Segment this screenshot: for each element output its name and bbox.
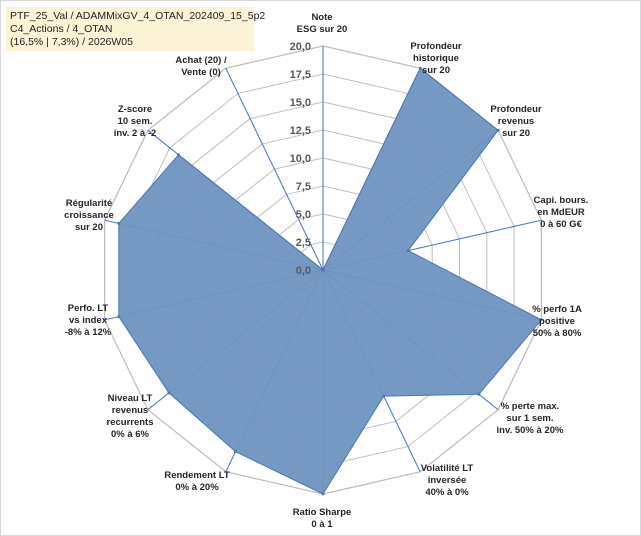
axis-label-line: 50% à 80% [533,328,582,339]
axis-label-line: Rendement LT [164,470,229,481]
axis-label-line: Niveau LT [108,393,153,404]
axis-label-line: inv. 2 à -2 [114,128,157,139]
axis-label: Perfo. LT vs index -8% à 12% [65,303,112,338]
axis-label-line: sur 1 sem. [507,413,554,424]
tick-label: 15,0 [290,97,311,109]
axis-label: Z-score 10 sem. inv. 2 à -2 [114,104,157,139]
data-point [418,66,422,70]
axis-label-line: Z-score [118,104,152,115]
tick-label: 7,5 [296,181,311,193]
axis-label-line: 0 à 60 G€ [540,219,582,230]
axis-label-line: inversée [428,475,467,486]
axis-label-line: sur 20 [502,128,530,139]
portfolio-info-box: PTF_25_Val / ADAMMixGV_4_OTAN_202409_15_… [6,7,266,51]
axis-label-line: en MdEUR [537,207,585,218]
axis-label: % perfo 1A positive 50% à 80% [532,304,582,339]
axis-label-line: ESG sur 20 [297,24,348,35]
portfolio-stats: (16,5% | 7,3%) / 2026W05 [10,36,133,48]
data-point [496,128,500,132]
portfolio-name: PTF_25_Val / ADAMMixGV_4_OTAN_202409_15_… [10,10,266,22]
axis-label: Volatilité LT inversée 40% à 0% [421,463,474,498]
axis-label-line: 0% à 6% [111,429,150,440]
axis-label-line: Régularité [66,198,112,209]
radar-tick-labels: 0,0 2,5 5,0 7,5 10,0 12,5 15,0 17,5 20,0 [290,41,311,277]
axis-label-line: sur 20 [422,65,450,76]
axis-label-line: 10 sem. [118,116,153,127]
series-area [118,67,543,495]
axis-label: Rendement LT 0% à 20% [164,470,229,493]
axis-label-line: croissance [64,210,114,221]
axis-label-line: Ratio Sharpe [293,507,352,518]
data-point [117,315,121,319]
axis-label-line: -8% à 12% [65,327,112,338]
portfolio-category: C4_Actions / 4_OTAN [10,23,113,35]
axis-label-line: Profondeur [490,104,541,115]
data-point [234,450,237,454]
tick-label: 12,5 [290,125,311,137]
data-point [406,249,410,253]
data-point [477,392,481,396]
axis-label-line: revenus [498,116,534,127]
axis-label-line: Capi. bours. [534,195,589,206]
axis-label: Régularité croissance sur 20 [64,198,114,233]
axis-label-line: vs index [69,315,108,326]
axis-label-line: revenus [112,405,148,416]
tick-label: 10,0 [290,153,311,165]
axis-label-line: Profondeur [410,41,461,52]
data-point [382,394,386,398]
data-point [167,391,171,395]
axis-label: Ratio Sharpe 0 à 1 [293,507,352,530]
axis-label: Profondeur historique sur 20 [410,41,461,76]
axis-label: Note ESG sur 20 [297,12,348,35]
data-point [117,221,121,225]
data-point [321,492,325,496]
axis-label: Profondeur revenus sur 20 [490,104,541,139]
axis-label-line: % perfo 1A [532,304,582,315]
axis-label-line: inv. 50% à 20% [497,425,564,436]
axis-label-line: recurrents [107,417,154,428]
axis-label-line: historique [413,53,459,64]
axis-label-line: Volatilité LT [421,463,474,474]
tick-label: 5,0 [296,209,311,221]
axis-label-line: 0% à 20% [175,482,219,493]
axis-label: Capi. bours. en MdEUR 0 à 60 G€ [534,195,589,230]
data-point [321,268,325,272]
axis-label: % perte max. sur 1 sem. inv. 50% à 20% [497,401,564,436]
axis-label-line: Achat (20) / [175,55,227,66]
axis-label-line: positive [539,316,575,327]
axis-label-line: 40% à 0% [425,487,469,498]
tick-label: 0,0 [296,265,311,277]
data-point [539,318,543,322]
axis-label: Niveau LT revenus recurrents 0% à 6% [107,393,154,440]
radar-series [117,66,543,496]
tick-label: 17,5 [290,69,311,81]
axis-spoke [225,67,324,271]
axis-label-line: 0 à 1 [311,519,333,530]
axis-label-line: Perfo. LT [68,303,109,314]
data-point [177,153,180,157]
tick-label: 2,5 [296,237,311,249]
axis-label-line: Vente (0) [181,67,221,78]
axis-label-line: % perte max. [501,401,560,412]
tick-label: 20,0 [290,41,311,53]
axis-label-line: sur 20 [75,222,103,233]
axis-label-line: Note [311,12,332,23]
